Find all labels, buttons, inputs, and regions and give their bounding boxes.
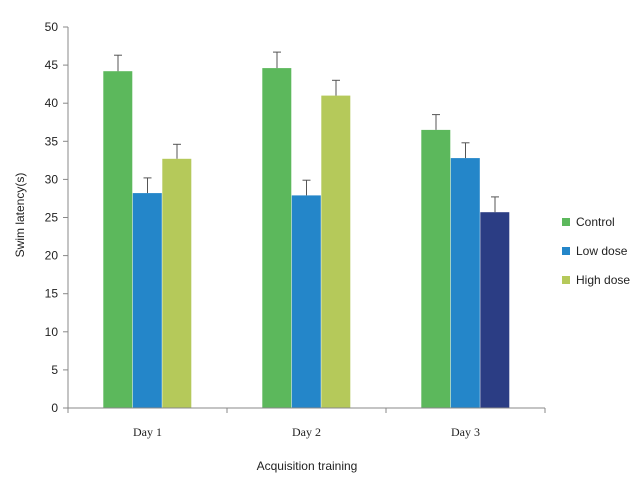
bar-control-day-3 (421, 129, 451, 408)
legend: Control Low dose High dose (562, 215, 630, 287)
x-tick-label: Day 1 (133, 425, 162, 439)
legend-label-low-dose: Low dose (576, 244, 628, 258)
y-tick-label: 45 (45, 58, 59, 72)
y-tick-label: 30 (45, 172, 59, 186)
y-tick-label: 25 (45, 211, 59, 225)
x-axis-title: Acquisition training (257, 459, 358, 473)
x-tick-label: Day 3 (451, 425, 480, 439)
legend-swatch-control (562, 218, 570, 226)
legend-label-high-dose: High dose (576, 273, 630, 287)
bar-high-dose-day-2 (321, 95, 351, 408)
y-tick-label: 35 (45, 134, 59, 148)
axes-layer: Day 1 Day 2 Day 3 0 5 10 15 20 25 30 35 40 45 50 (45, 20, 546, 439)
bars-layer (103, 51, 510, 408)
y-axis-title: Swim latency(s) (13, 173, 27, 258)
y-tick-label: 20 (45, 249, 59, 263)
x-tick-label: Day 2 (292, 425, 321, 439)
y-tick-label: 10 (45, 325, 59, 339)
y-tick-label: 0 (51, 401, 58, 415)
bar-low-dose-day-2 (291, 195, 321, 408)
bar-low-dose-day-1 (132, 193, 162, 408)
bar-low-dose-day-3 (450, 158, 480, 408)
bar-control-day-2 (262, 68, 292, 408)
y-tick-label: 5 (51, 363, 58, 377)
bar-control-day-1 (103, 71, 133, 408)
y-tick-label: 15 (45, 287, 59, 301)
bar-high-dose-day-3 (480, 212, 510, 408)
legend-label-control: Control (576, 215, 615, 229)
legend-swatch-high-dose (562, 276, 570, 284)
bar-high-dose-day-1 (162, 158, 192, 408)
y-tick-label: 50 (45, 20, 59, 34)
y-tick-label: 40 (45, 96, 59, 110)
legend-swatch-low-dose (562, 247, 570, 255)
